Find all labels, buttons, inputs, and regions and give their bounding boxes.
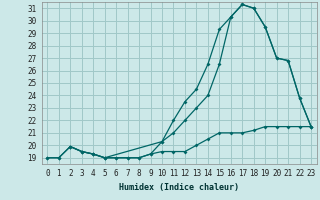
X-axis label: Humidex (Indice chaleur): Humidex (Indice chaleur): [119, 183, 239, 192]
